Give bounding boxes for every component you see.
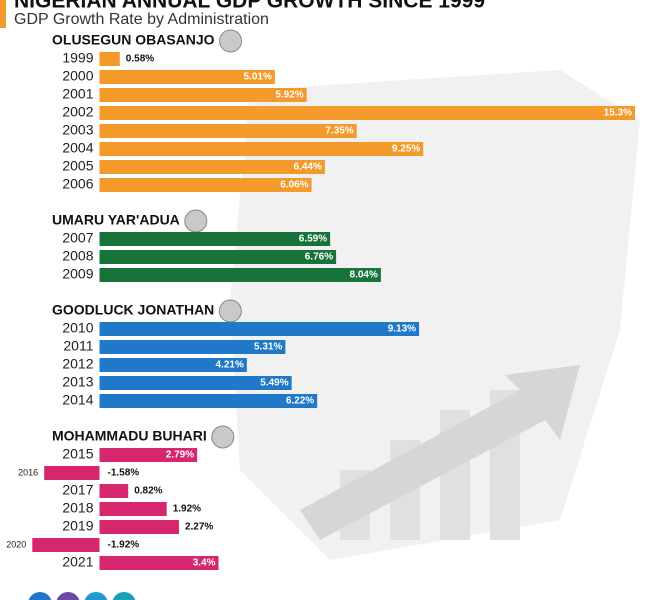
value-label: 8.04% [350, 270, 378, 281]
year-label: 2008 [62, 248, 93, 264]
chart-subtitle: GDP Growth Rate by Administration [14, 11, 269, 28]
bar [99, 376, 292, 390]
bar [99, 88, 307, 102]
year-label: 2005 [62, 158, 93, 174]
value-label: 6.76% [305, 252, 333, 263]
chart-title: NIGERIAN ANNUAL GDP GROWTH SINCE 1999 [14, 0, 485, 13]
admin-portrait [218, 299, 242, 323]
value-label: 0.82% [134, 486, 162, 497]
value-label: -1.92% [108, 540, 140, 551]
bar [99, 178, 312, 192]
bar [99, 556, 219, 570]
value-label: 0.58% [126, 54, 154, 65]
bar [99, 394, 318, 408]
year-label: 2007 [62, 230, 93, 246]
bar [99, 268, 381, 282]
year-label: 2011 [63, 338, 93, 354]
value-label: 5.31% [254, 342, 282, 353]
value-label: 5.49% [260, 378, 288, 389]
value-label: 5.92% [275, 90, 303, 101]
bar [99, 340, 286, 354]
bar [99, 250, 337, 264]
year-label: 1999 [62, 50, 93, 66]
admin-portrait [211, 425, 235, 449]
year-label-small: 2016 [18, 467, 38, 477]
bar [99, 520, 179, 534]
bar [99, 70, 275, 84]
bar [99, 52, 120, 66]
admin-header: UMARU YAR'ADUA [52, 212, 180, 228]
value-label: 7.35% [325, 126, 353, 137]
year-label: 2015 [62, 446, 93, 462]
admin-header: OLUSEGUN OBASANJO [52, 32, 215, 48]
year-label: 2006 [62, 176, 93, 192]
value-label: 6.22% [286, 396, 314, 407]
bar [99, 358, 247, 372]
value-label: 15.3% [604, 108, 632, 119]
bar [99, 124, 357, 138]
value-label: 6.44% [294, 162, 322, 173]
year-label: 2013 [62, 374, 93, 390]
year-label: 2018 [62, 500, 93, 516]
value-label: -1.58% [108, 468, 140, 479]
bar [99, 232, 331, 246]
year-label: 2021 [62, 554, 93, 570]
admin-portrait [184, 209, 208, 233]
year-label: 2014 [62, 392, 93, 408]
year-label: 2012 [62, 356, 93, 372]
bar [44, 466, 100, 480]
year-label: 2004 [62, 140, 93, 156]
year-label: 2001 [62, 86, 93, 102]
year-label: 2003 [62, 122, 93, 138]
year-label: 2000 [62, 68, 93, 84]
footer-icons [28, 592, 136, 600]
bar [99, 106, 635, 120]
admin-header: GOODLUCK JONATHAN [52, 302, 214, 318]
year-label-small: 2020 [6, 539, 26, 549]
value-label: 4.21% [215, 360, 243, 371]
bar [99, 484, 129, 498]
value-label: 5.01% [243, 72, 271, 83]
bar [99, 448, 198, 462]
value-label: 9.13% [388, 324, 416, 335]
value-label: 2.27% [185, 522, 213, 533]
background-decoration [230, 70, 640, 560]
value-label: 2.79% [166, 450, 194, 461]
bar [99, 502, 167, 516]
year-label: 2002 [62, 104, 93, 120]
value-label: 6.06% [280, 180, 308, 191]
admin-header: MOHAMMADU BUHARI [52, 428, 207, 444]
year-label: 2010 [62, 320, 93, 336]
year-label: 2017 [62, 482, 93, 498]
bar [99, 142, 424, 156]
year-label: 2019 [62, 518, 93, 534]
value-label: 9.25% [392, 144, 420, 155]
value-label: 6.59% [299, 234, 327, 245]
admin-portrait [219, 29, 243, 53]
value-label: 1.92% [173, 504, 201, 515]
bar [99, 322, 420, 336]
accent-bar [0, 0, 6, 28]
year-label: 2009 [62, 266, 93, 282]
value-label: 3.4% [193, 558, 216, 569]
bar [32, 538, 100, 552]
bar [99, 160, 325, 174]
